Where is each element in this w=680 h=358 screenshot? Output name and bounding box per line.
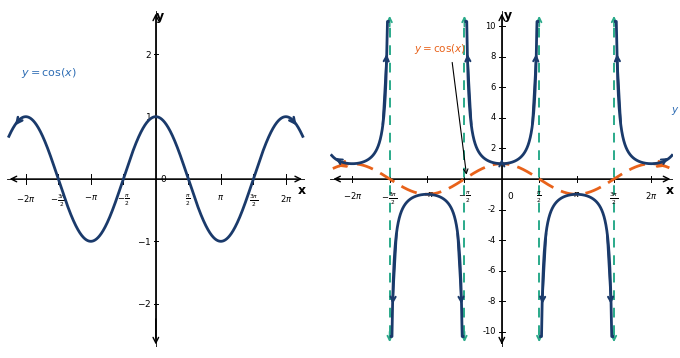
Text: -6: -6 bbox=[488, 266, 496, 275]
Text: $\frac{\pi}{2}$: $\frac{\pi}{2}$ bbox=[537, 190, 542, 205]
Text: 4: 4 bbox=[491, 113, 496, 122]
Text: $\mathbf{x}$: $\mathbf{x}$ bbox=[664, 184, 675, 197]
Text: 2: 2 bbox=[491, 144, 496, 153]
Text: $1$: $1$ bbox=[145, 111, 152, 122]
Text: 10: 10 bbox=[486, 21, 496, 30]
Text: $\mathbf{x}$: $\mathbf{x}$ bbox=[296, 184, 307, 197]
Text: 6: 6 bbox=[490, 83, 496, 92]
Text: $y = \sec(x)$: $y = \sec(x)$ bbox=[670, 103, 680, 117]
Text: $-\frac{\pi}{2}$: $-\frac{\pi}{2}$ bbox=[458, 190, 471, 205]
Text: $y = \cos(x)$: $y = \cos(x)$ bbox=[21, 66, 77, 80]
Text: $\frac{3\pi}{2}$: $\frac{3\pi}{2}$ bbox=[249, 193, 258, 209]
Text: $-\frac{3\pi}{2}$: $-\frac{3\pi}{2}$ bbox=[381, 190, 398, 207]
Text: $-2\pi$: $-2\pi$ bbox=[16, 193, 35, 204]
Text: $0$: $0$ bbox=[507, 190, 514, 202]
Text: -8: -8 bbox=[488, 297, 496, 306]
Text: $\mathbf{y}$: $\mathbf{y}$ bbox=[154, 11, 165, 25]
Text: -4: -4 bbox=[488, 236, 496, 245]
Text: $\pi$: $\pi$ bbox=[217, 193, 224, 202]
Text: $\mathbf{y}$: $\mathbf{y}$ bbox=[503, 10, 513, 24]
Text: $-\pi$: $-\pi$ bbox=[84, 193, 98, 202]
Text: $\frac{\pi}{2}$: $\frac{\pi}{2}$ bbox=[186, 193, 191, 208]
Text: $\pi$: $\pi$ bbox=[573, 190, 580, 199]
Text: $\frac{3\pi}{2}$: $\frac{3\pi}{2}$ bbox=[609, 190, 619, 207]
Text: -10: -10 bbox=[482, 328, 496, 337]
Text: $-\pi$: $-\pi$ bbox=[420, 190, 434, 199]
Text: $-1$: $-1$ bbox=[137, 236, 152, 247]
Text: $0$: $0$ bbox=[160, 174, 167, 184]
Text: $-2$: $-2$ bbox=[137, 298, 152, 309]
Text: 8: 8 bbox=[490, 52, 496, 61]
Text: $2\pi$: $2\pi$ bbox=[645, 190, 658, 202]
Text: $-\frac{3\pi}{2}$: $-\frac{3\pi}{2}$ bbox=[50, 193, 67, 209]
Text: $-2\pi$: $-2\pi$ bbox=[343, 190, 362, 202]
Text: $2$: $2$ bbox=[145, 49, 152, 60]
Text: $-\frac{\pi}{2}$: $-\frac{\pi}{2}$ bbox=[117, 193, 130, 208]
Text: $2\pi$: $2\pi$ bbox=[279, 193, 292, 204]
Text: $y = \cos(x)$: $y = \cos(x)$ bbox=[414, 42, 466, 56]
Text: -2: -2 bbox=[488, 205, 496, 214]
